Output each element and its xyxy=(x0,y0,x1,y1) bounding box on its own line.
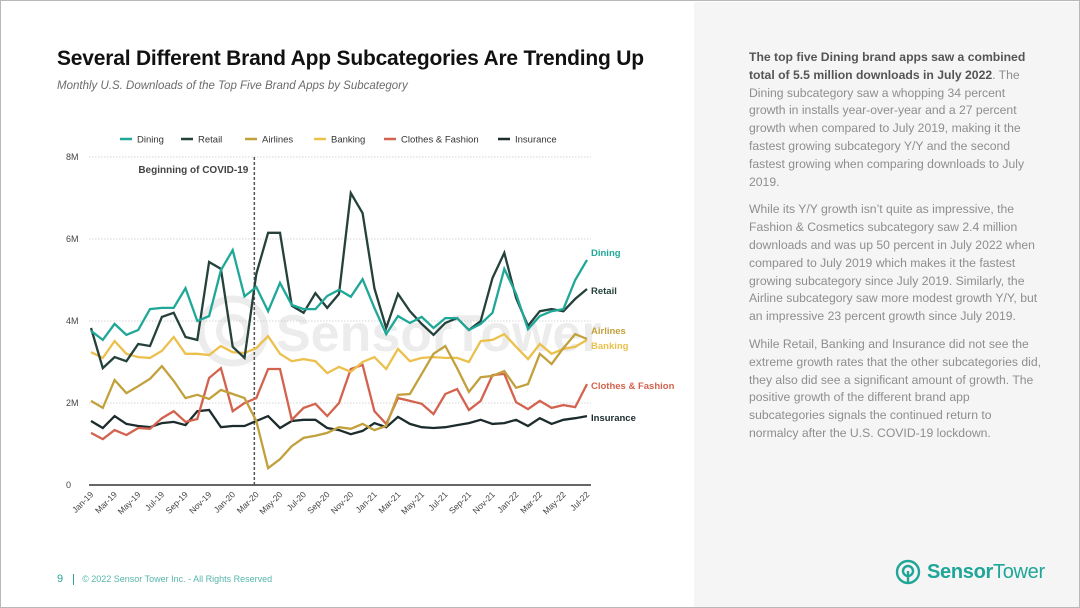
covid-annotation-label: Beginning of COVID-19 xyxy=(138,165,248,176)
slide-title: Several Different Brand App Subcategorie… xyxy=(57,47,644,70)
copyright: © 2022 Sensor Tower Inc. - All Rights Re… xyxy=(82,574,273,584)
line-chart: SensorTower Dining Retail Airlines Banking C… xyxy=(66,135,675,517)
sensor-tower-logo-icon xyxy=(895,559,921,585)
end-label-retail: Retail xyxy=(591,286,617,297)
footer: 9 © 2022 Sensor Tower Inc. - All Rights … xyxy=(57,573,272,585)
x-tick-label: Jan-21 xyxy=(353,489,379,515)
x-tick-label: Jan-19 xyxy=(70,489,96,515)
series-line-airlines xyxy=(90,332,588,471)
commentary-text: . The Dining subcategory saw a whopping … xyxy=(749,67,1025,189)
x-tick-label: Nov-20 xyxy=(329,489,356,516)
x-tick-label: Mar-22 xyxy=(518,489,544,515)
legend-label: Airlines xyxy=(262,135,293,146)
end-label-clothes-fashion: Clothes & Fashion xyxy=(591,381,675,392)
end-label-airlines: Airlines xyxy=(591,326,626,337)
y-tick-label: 0 xyxy=(66,480,71,490)
legend-item: Retail xyxy=(181,135,222,146)
page-number: 9 xyxy=(57,573,64,585)
legend-item: Insurance xyxy=(498,135,557,146)
logo-text: SensorTower xyxy=(927,560,1045,583)
x-tick-label: Sep-21 xyxy=(447,489,474,516)
series-line-banking xyxy=(90,332,588,375)
x-tick-label: Sep-20 xyxy=(305,489,332,516)
legend-label: Retail xyxy=(198,135,222,146)
watermark-text: SensorTower xyxy=(276,305,602,363)
chart-subtitle: Monthly U.S. Downloads of the Top Five B… xyxy=(57,80,408,92)
legend-item: Airlines xyxy=(245,135,293,146)
y-tick-label: 4M xyxy=(66,316,79,326)
series-line-retail xyxy=(89,189,588,371)
commentary-paragraph-1: The top five Dining brand apps saw a com… xyxy=(749,49,1041,191)
x-tick-label: May-22 xyxy=(541,489,568,516)
chart-series xyxy=(89,189,589,471)
end-label-banking: Banking xyxy=(591,341,629,352)
commentary: The top five Dining brand apps saw a com… xyxy=(749,49,1041,453)
y-axis: 0 2M 4M 6M 8M xyxy=(66,152,79,490)
series-line-dining xyxy=(90,247,588,342)
y-tick-label: 6M xyxy=(66,234,79,244)
chart-grid xyxy=(89,156,591,486)
x-tick-label: May-19 xyxy=(116,489,143,516)
commentary-paragraph-3: While Retail, Banking and Insurance did … xyxy=(749,336,1041,440)
x-tick-label: May-20 xyxy=(257,489,284,516)
covid-annotation: Beginning of COVID-19 xyxy=(138,157,256,485)
legend-item: Banking xyxy=(314,135,365,146)
y-tick-label: 8M xyxy=(66,152,79,162)
sensor-tower-logo: SensorTower xyxy=(895,559,1045,585)
series-end-labels: Dining Retail Airlines Banking Clothes & Fas… xyxy=(591,248,675,424)
x-tick-label: Jul-22 xyxy=(568,489,592,513)
x-tick-label: Mar-19 xyxy=(93,489,119,515)
x-tick-label: May-21 xyxy=(399,489,426,516)
commentary-paragraph-2: While its Y/Y growth isn’t quite as impr… xyxy=(749,202,1038,324)
x-tick-label: Mar-21 xyxy=(376,489,402,515)
chart-legend: Dining Retail Airlines Banking Clothes & Fas… xyxy=(120,135,557,146)
series-line-insurance xyxy=(90,408,588,436)
legend-item: Dining xyxy=(120,135,164,146)
end-label-insurance: Insurance xyxy=(591,413,636,424)
footer-divider xyxy=(73,573,75,585)
x-tick-label: Nov-21 xyxy=(470,489,497,516)
legend-label: Insurance xyxy=(515,135,557,146)
legend-label: Clothes & Fashion xyxy=(401,135,479,146)
x-tick-label: Jan-20 xyxy=(212,489,238,515)
legend-label: Banking xyxy=(331,135,365,146)
x-tick-label: Nov-19 xyxy=(187,489,214,516)
commentary-highlight: The top five Dining brand apps saw a com… xyxy=(749,50,1026,82)
legend-label: Dining xyxy=(137,135,164,146)
watermark: SensorTower xyxy=(197,295,602,367)
legend-item: Clothes & Fashion xyxy=(384,135,479,146)
series-line-clothes-fashion xyxy=(90,363,589,441)
end-label-dining: Dining xyxy=(591,248,621,259)
x-tick-label: Sep-19 xyxy=(163,489,190,516)
x-tick-label: Mar-20 xyxy=(235,489,261,515)
x-tick-label: Jan-22 xyxy=(495,489,521,515)
side-panel xyxy=(694,2,1079,607)
y-tick-label: 2M xyxy=(66,398,79,408)
